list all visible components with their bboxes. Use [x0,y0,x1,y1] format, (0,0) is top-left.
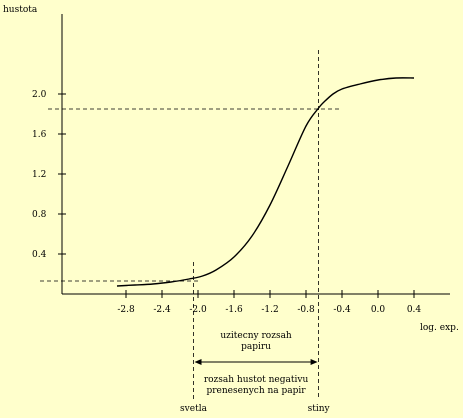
y-tick-label: 0.4 [32,250,47,260]
x-axis-label: log. exp. [420,323,459,333]
range-arrow-right-head [310,359,318,365]
x-tick-label: -1.2 [261,305,278,315]
y-axis-label: hustota [3,5,38,15]
negative-range-label-line1: rozsah hustot negativu [204,375,309,385]
x-tick-label: -2.0 [189,305,207,315]
x-tick-label: -0.4 [333,305,351,315]
y-tick-label: 1.6 [32,130,47,140]
useful-range-label-line2: papiru [241,342,271,352]
x-tick-label: -1.6 [225,305,243,315]
range-arrow-left-head [194,359,202,365]
y-tick-label: 2.0 [32,90,47,100]
useful-range-label-line1: uzitecny rozsah [220,331,292,341]
shadow-label: stiny [308,404,331,414]
negative-range-label-line2: prenesenych na papir [206,386,306,396]
x-tick-label: -2.8 [117,305,135,315]
light-label: svetla [180,404,208,414]
density-curve [116,77,415,287]
y-tick-label: 1.2 [32,170,46,180]
y-tick-label: 0.8 [32,210,47,220]
x-tick-label: 0.4 [407,305,422,315]
x-tick-label: 0.0 [371,305,386,315]
x-tick-label: -0.8 [297,305,315,315]
x-tick-label: -2.4 [153,305,171,315]
